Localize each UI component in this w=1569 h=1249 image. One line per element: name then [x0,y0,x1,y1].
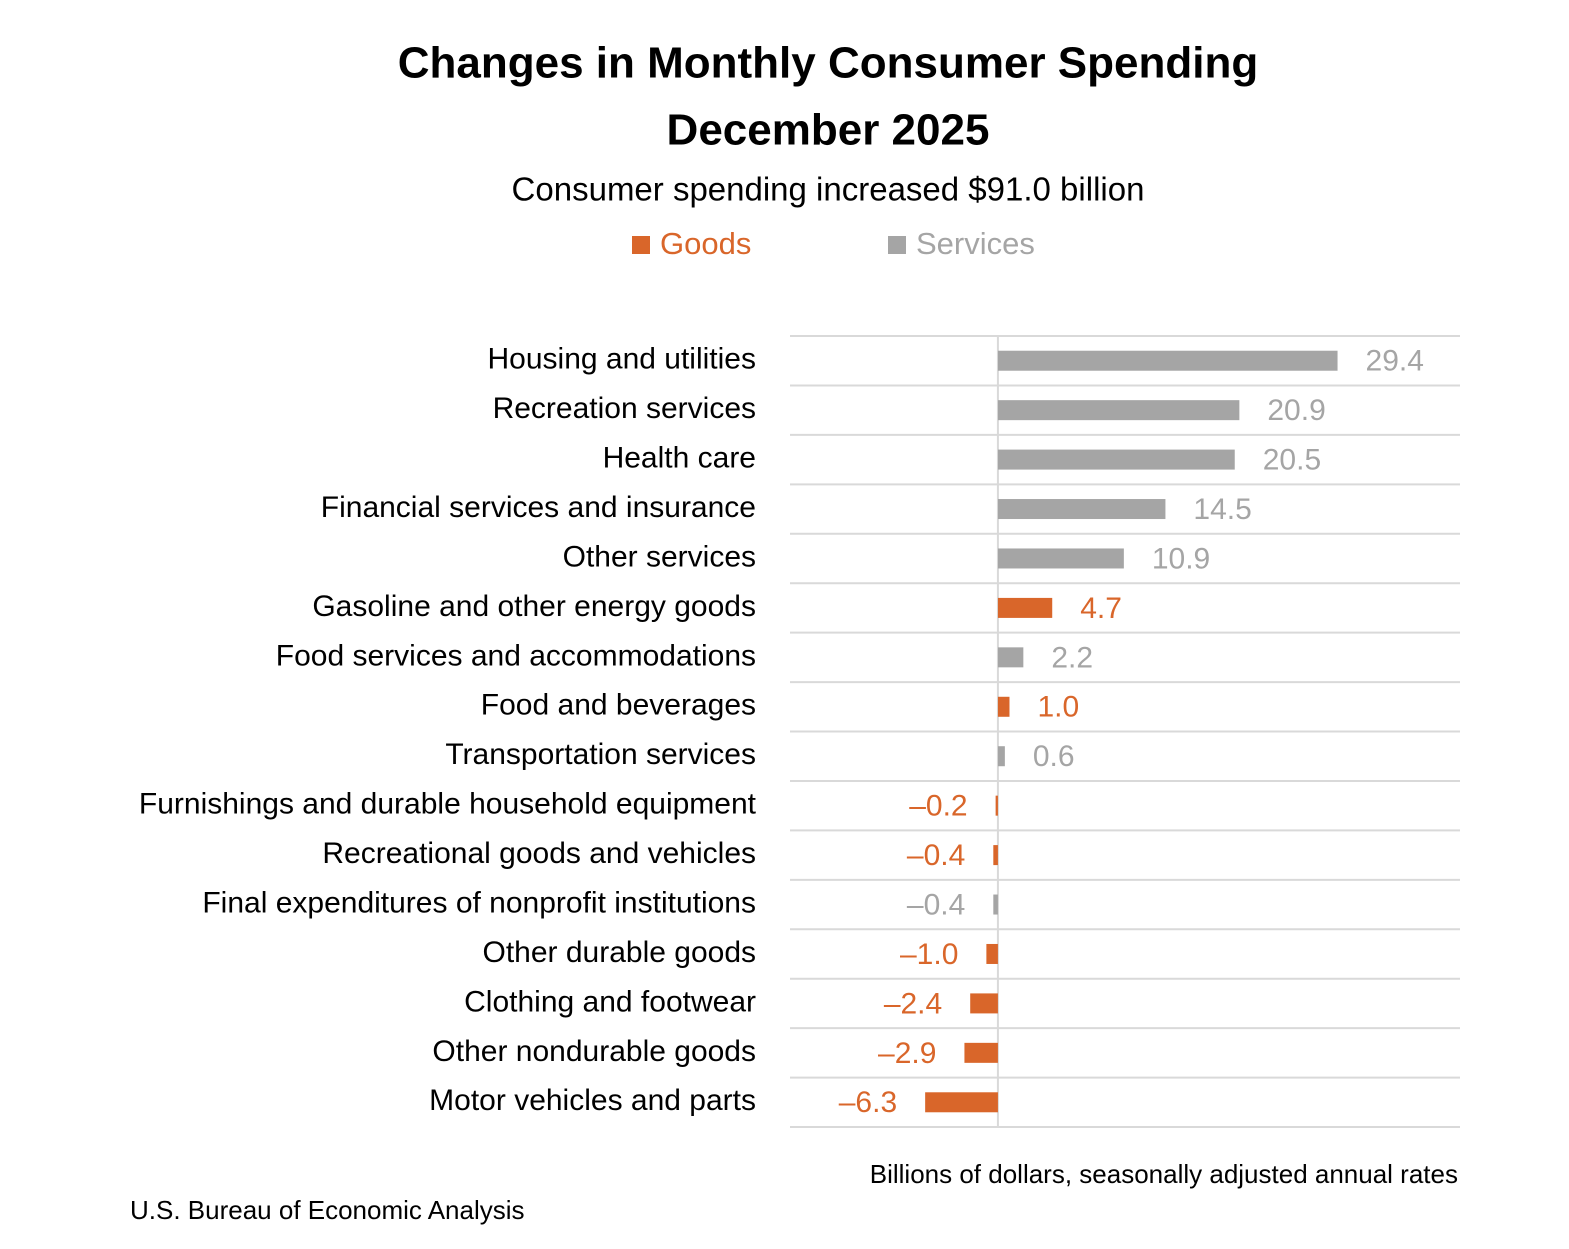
category-label: Recreational goods and vehicles [322,837,756,870]
category-label: Motor vehicles and parts [429,1084,756,1117]
bar [997,449,1235,470]
axis-note: Billions of dollars, seasonally adjusted… [870,1159,1458,1189]
category-label: Recreation services [493,392,756,425]
bar [993,894,998,915]
category-label: Housing and utilities [488,343,757,376]
bar [970,993,998,1014]
bar [997,597,1053,618]
bar [997,499,1166,520]
value-label: –2.4 [884,987,942,1020]
value-label: –0.2 [909,790,967,823]
category-label: Health care [603,442,756,475]
category-label: Other services [563,540,756,573]
legend-swatch [888,236,906,254]
bar [997,400,1240,421]
value-label: 0.6 [1033,740,1075,773]
value-label: –0.4 [907,839,965,872]
bar [964,1042,998,1063]
bar [997,696,1010,717]
value-label: –1.0 [900,938,958,971]
category-label: Other durable goods [482,936,756,969]
value-label: 10.9 [1152,542,1210,575]
legend-label: Services [916,226,1035,261]
category-label: Gasoline and other energy goods [312,590,756,623]
category-label: Furnishings and durable household equipm… [139,788,757,821]
category-label: Food and beverages [481,689,756,722]
bar [997,350,1338,371]
bar [925,1092,998,1113]
category-label: Transportation services [445,738,756,771]
bar [993,845,998,866]
value-label: 1.0 [1037,691,1079,724]
category-label: Clothing and footwear [464,985,756,1018]
bar [986,943,998,964]
bar [997,548,1124,569]
chart-title: December 2025 [667,106,990,155]
category-label: Food services and accommodations [276,639,756,672]
value-label: –2.9 [878,1037,936,1070]
value-label: –0.4 [907,888,965,921]
value-label: 14.5 [1193,493,1251,526]
bar [995,795,998,816]
value-label: 20.9 [1267,394,1325,427]
category-label: Final expenditures of nonprofit institut… [202,886,756,919]
value-label: 20.5 [1263,444,1321,477]
legend-label: Goods [660,226,751,261]
value-label: 2.2 [1051,641,1093,674]
legend-swatch [632,236,650,254]
chart-subtitle: Consumer spending increased $91.0 billio… [512,171,1145,208]
chart-title: Changes in Monthly Consumer Spending [398,39,1258,88]
category-label: Financial services and insurance [321,491,756,524]
value-label: –6.3 [839,1086,897,1119]
value-label: 29.4 [1366,345,1424,378]
category-label: Other nondurable goods [432,1035,756,1068]
bar [997,647,1024,668]
value-label: 4.7 [1080,592,1122,625]
bar [997,746,1005,767]
source: U.S. Bureau of Economic Analysis [130,1195,525,1225]
